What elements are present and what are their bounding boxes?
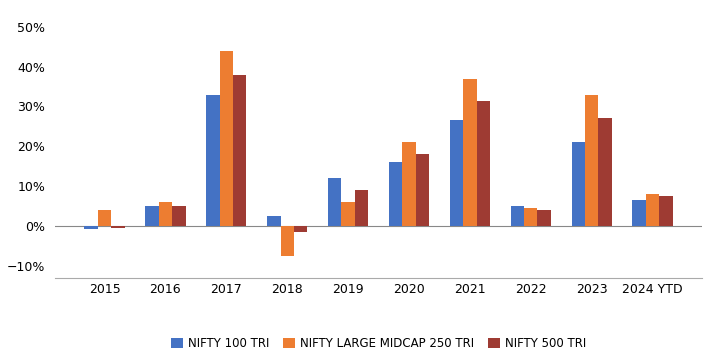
Bar	[233, 75, 247, 226]
Bar	[281, 226, 294, 256]
Bar	[571, 142, 585, 226]
Bar	[389, 162, 402, 226]
Bar	[646, 194, 659, 226]
Bar	[510, 206, 524, 226]
Bar	[524, 208, 537, 226]
Legend: NIFTY 100 TRI, NIFTY LARGE MIDCAP 250 TRI, NIFTY 500 TRI: NIFTY 100 TRI, NIFTY LARGE MIDCAP 250 TR…	[167, 332, 591, 355]
Bar	[463, 79, 476, 226]
Bar	[402, 142, 415, 226]
Bar	[328, 178, 342, 226]
Bar	[206, 95, 220, 226]
Bar	[159, 202, 172, 226]
Bar	[342, 202, 354, 226]
Bar	[267, 216, 281, 226]
Bar	[84, 226, 98, 229]
Bar	[415, 154, 429, 226]
Bar	[354, 190, 368, 226]
Bar	[450, 120, 463, 226]
Bar	[537, 210, 551, 226]
Bar	[476, 100, 490, 226]
Bar	[111, 226, 125, 228]
Bar	[585, 95, 598, 226]
Bar	[294, 226, 307, 232]
Bar	[220, 51, 233, 226]
Bar	[172, 206, 186, 226]
Bar	[598, 119, 612, 226]
Bar	[98, 210, 111, 226]
Bar	[145, 206, 159, 226]
Bar	[632, 200, 646, 226]
Bar	[659, 196, 673, 226]
